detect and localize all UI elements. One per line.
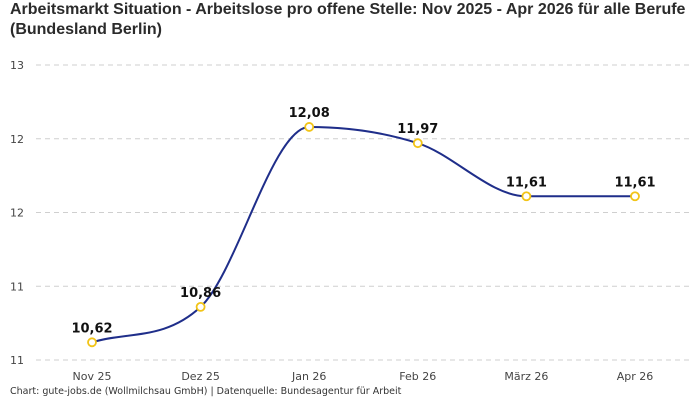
y-tick-label: 12 [10, 207, 24, 220]
data-label: 11,61 [614, 175, 655, 190]
chart-title: Arbeitsmarkt Situation - Arbeitslose pro… [10, 1, 686, 38]
x-axis-ticks: Nov 25 Dez 25 Jan 26 Feb 26 März 26 Apr 26 [73, 370, 654, 383]
chart-footer-source: Chart: gute-jobs.de (Wollmilchsau GmbH) … [10, 386, 402, 397]
y-tick-label: 12 [10, 133, 24, 146]
data-point [195, 301, 206, 312]
data-point [304, 122, 315, 132]
data-point [87, 337, 97, 348]
x-tick-label: Feb 26 [399, 370, 436, 383]
x-tick-label: Dez 25 [181, 370, 220, 383]
y-tick-label: 11 [10, 280, 24, 293]
series-line [91, 125, 635, 344]
data-label: 11,97 [397, 122, 438, 137]
data-markers [87, 122, 640, 348]
data-label: 11,61 [506, 175, 547, 190]
data-point [521, 191, 532, 202]
y-tick-label: 11 [10, 354, 24, 367]
data-label: 12,08 [289, 106, 330, 121]
data-point [412, 138, 423, 149]
data-labels: 10,62 10,86 12,08 11,97 11,61 11,61 [71, 106, 655, 336]
y-axis-ticks: 11 11 12 12 13 [10, 59, 24, 367]
x-tick-label: Nov 25 [73, 370, 112, 383]
x-tick-label: Apr 26 [617, 370, 654, 383]
x-tick-label: März 26 [504, 370, 548, 383]
data-label: 10,86 [180, 286, 221, 301]
data-point [630, 191, 640, 202]
x-tick-label: Jan 26 [291, 370, 326, 383]
gridlines [36, 64, 692, 361]
y-tick-label: 13 [10, 59, 24, 72]
data-label: 10,62 [71, 321, 112, 336]
